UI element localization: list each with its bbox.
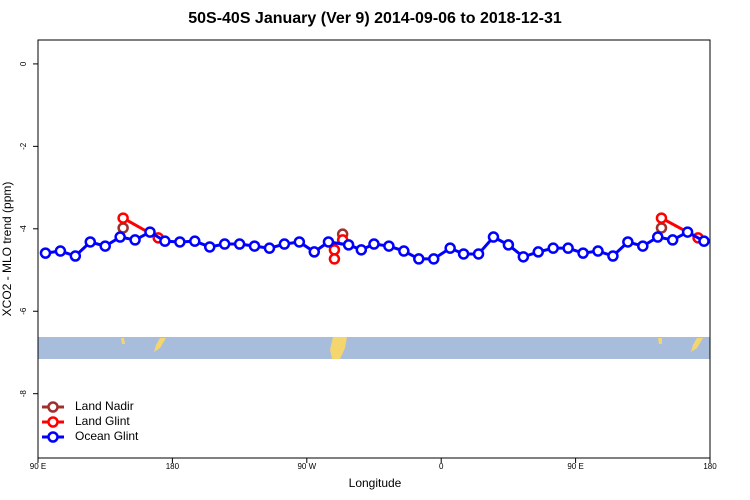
data-point: [174, 236, 186, 248]
data-point: [547, 242, 559, 254]
legend-marker: [47, 431, 59, 443]
data-point: [427, 253, 440, 265]
legend-label: Land Glint: [75, 414, 130, 428]
data-point: [472, 248, 485, 260]
data-point: [54, 245, 67, 257]
data-point: [666, 234, 679, 246]
series-line: [122, 216, 699, 240]
data-point: [637, 240, 649, 252]
data-point: [248, 240, 261, 252]
legend-marker: [47, 416, 59, 428]
data-point: [698, 235, 710, 247]
data-point: [117, 212, 129, 224]
x-tick-label: 90 W: [297, 462, 316, 471]
y-tick-label: -4: [19, 225, 28, 233]
data-point: [562, 242, 574, 254]
data-point: [84, 236, 97, 248]
data-point: [308, 246, 321, 258]
y-tick-label: -2: [19, 142, 28, 150]
data-point: [655, 222, 668, 234]
x-tick-label: 90 E: [567, 462, 583, 471]
data-point: [607, 250, 619, 262]
data-point: [114, 231, 126, 243]
data-point: [355, 244, 368, 256]
chart-title: 50S-40S January (Ver 9) 2014-09-06 to 20…: [188, 10, 562, 27]
data-point: [39, 247, 52, 259]
data-point: [328, 253, 341, 265]
legend-label: Land Nadir: [75, 399, 134, 413]
x-axis-label: Longitude: [349, 476, 402, 490]
data-point: [444, 242, 456, 254]
data-point: [487, 231, 500, 243]
data-point: [651, 231, 664, 243]
data-point: [342, 239, 355, 251]
data-point: [457, 248, 470, 260]
data-point: [218, 238, 231, 250]
data-point: [233, 238, 246, 250]
data-point: [502, 239, 515, 251]
data-point: [69, 250, 82, 262]
y-tick-label: 0: [19, 61, 28, 66]
plot-frame: [37, 39, 711, 459]
data-point: [655, 212, 668, 224]
data-point: [592, 245, 604, 257]
data-point: [189, 235, 201, 247]
x-tick-label: 180: [166, 462, 180, 471]
data-point: [99, 240, 111, 252]
data-point: [129, 234, 141, 246]
data-point: [322, 236, 335, 248]
data-point: [413, 253, 425, 265]
y-axis-label: XCO2 - MLO trend (ppm): [0, 182, 14, 317]
data-point: [517, 251, 530, 263]
data-point: [263, 242, 276, 254]
data-point: [368, 238, 380, 250]
data-point: [383, 240, 395, 252]
x-tick-label: 90 E: [30, 462, 46, 471]
land-shape: [121, 338, 125, 344]
land-shape: [154, 338, 166, 352]
data-point: [532, 246, 545, 258]
x-tick-label: 180: [703, 462, 717, 471]
y-tick-label: -8: [19, 390, 28, 398]
data-point: [203, 241, 216, 253]
data-point: [681, 226, 694, 238]
x-tick-label: 0: [439, 462, 444, 471]
data-point: [159, 235, 171, 247]
data-point: [293, 236, 306, 248]
land-shape: [330, 337, 347, 359]
map-strip: [38, 337, 710, 359]
legend-label: Ocean Glint: [75, 429, 139, 443]
data-point: [117, 222, 129, 234]
land-shape: [691, 338, 703, 352]
data-point: [577, 247, 589, 259]
legend-marker: [47, 401, 59, 413]
data-point: [278, 238, 291, 250]
land-shape: [658, 338, 662, 344]
ocean-band: [38, 337, 710, 359]
data-point: [622, 236, 634, 248]
y-tick-label: -6: [19, 307, 28, 315]
data-point: [398, 245, 410, 257]
data-point: [144, 226, 156, 238]
